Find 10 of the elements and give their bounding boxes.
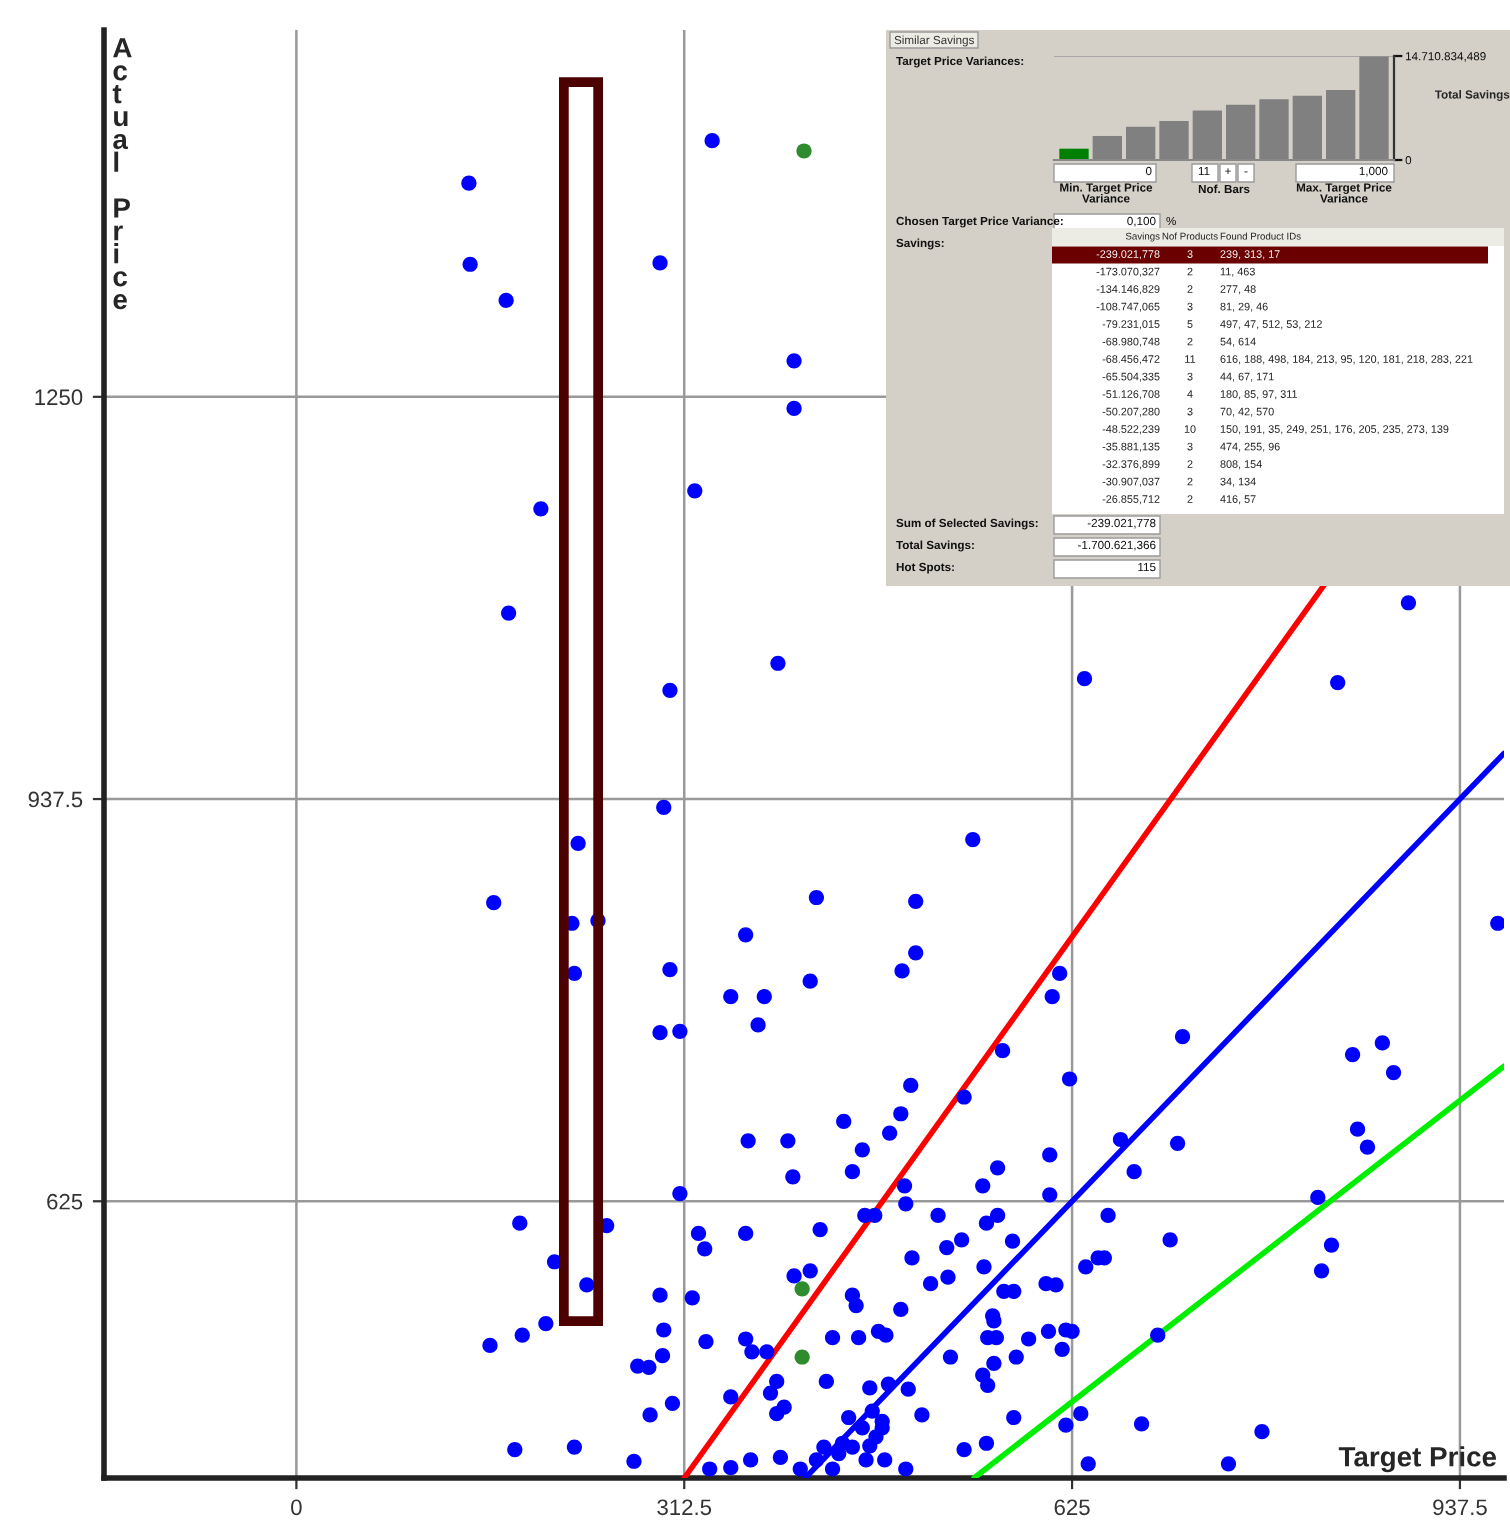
bar: [1059, 148, 1089, 160]
y-tick-label: 625: [47, 1193, 83, 1210]
text: Actual Price: [112, 38, 132, 310]
y-tick-label: 937.5: [28, 791, 83, 808]
x-tick-label: 937.5: [1433, 1499, 1487, 1516]
x-tick-label: 0: [291, 1499, 302, 1516]
x-tick-label: 625: [1054, 1499, 1090, 1516]
y-tick-label: 1250: [35, 389, 83, 406]
x-tick-label: 312.5: [657, 1499, 712, 1516]
x-axis-title: Target Price: [1338, 1446, 1497, 1473]
